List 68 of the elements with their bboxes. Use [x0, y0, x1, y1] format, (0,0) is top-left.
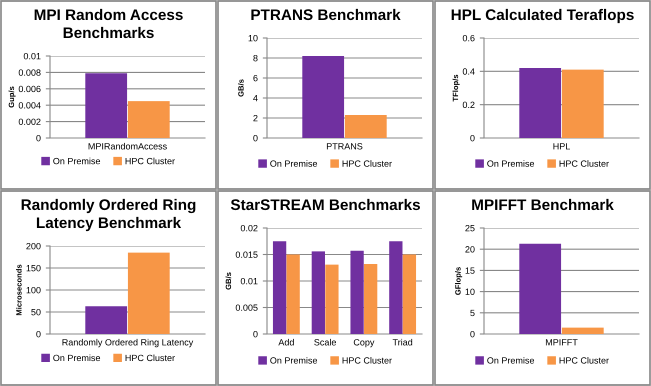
y-tick-label: 0.006 — [18, 86, 41, 92]
x-tick-label: Triad — [392, 338, 412, 346]
y-tick-label: 2 — [253, 114, 258, 122]
y-tick-label: 15 — [466, 267, 475, 274]
legend-label: HPC Cluster — [126, 158, 175, 164]
y-tick-label: 0 — [253, 330, 258, 338]
bar — [312, 251, 325, 334]
category-label: MPIRandomAccess — [88, 142, 167, 150]
y-tick-label: 0.02 — [240, 224, 258, 232]
y-tick-label: 50 — [31, 308, 41, 316]
x-tick-label: Copy — [354, 339, 374, 348]
legend-label: On Premise — [487, 160, 534, 167]
y-tick-label: 25 — [465, 224, 475, 232]
legend-label: On Premise — [270, 160, 318, 167]
legend-label: On Premise — [53, 158, 100, 164]
chart-title: Benchmarks — [64, 26, 154, 38]
chart-title: PTRANS Benchmark — [251, 8, 401, 20]
y-tick-label: 0.008 — [18, 69, 41, 76]
bar — [325, 264, 339, 334]
bar — [389, 241, 402, 334]
bar — [350, 250, 364, 334]
x-tick-label: Randomly Ordered Ring Latency — [62, 338, 194, 348]
chart-title: Randomly Ordered Ring Latency Benchmark — [22, 198, 196, 232]
x-tick-label: MPI Random Access — [34, 8, 183, 20]
y-tick-label: 0.015 — [236, 251, 258, 258]
chart-title: StarSTREAM Benchmarks — [230, 198, 420, 210]
y-tick-label: 0 — [253, 134, 258, 142]
y-tick-label: 4 — [253, 95, 258, 102]
x-tick-label: Scale — [314, 338, 336, 346]
y-tick-label: 10 — [466, 288, 475, 295]
y-tick-label: 0.01 — [24, 52, 41, 60]
legend-label: HPC Cluster — [126, 354, 175, 362]
y-tick-label: 0.005 — [236, 304, 258, 311]
y-tick-label: 0.01 — [240, 278, 258, 284]
y-tick-label: 0.6 — [462, 34, 475, 42]
y-tick-label: 0.4 — [462, 68, 475, 75]
x-tick-label: PTRANS — [326, 143, 362, 150]
y-tick-label: 100 — [26, 286, 41, 294]
y-tick-label: 0 — [470, 330, 475, 338]
bar — [286, 254, 300, 334]
y-tick-label: 0 — [470, 134, 475, 142]
legend-label: On Premise — [270, 357, 318, 364]
y-tick-label: 200 — [26, 242, 41, 250]
y-tick-label: 0 — [36, 134, 41, 142]
y-tick-label: 5 — [470, 310, 475, 316]
x-tick-label: Add — [278, 338, 294, 346]
y-tick-label: 20 — [465, 246, 475, 253]
legend-label: On Premise — [53, 354, 100, 362]
legend-label: HPC Cluster — [560, 357, 609, 364]
legend-label: HPC Cluster — [342, 160, 392, 167]
chart-title: HPL Calculated Teraflops — [452, 8, 634, 24]
y-tick-label: 0.2 — [462, 102, 475, 108]
x-tick-label: MPIFFT — [546, 339, 578, 346]
y-tick-label: 0.002 — [18, 118, 41, 125]
chart-title: MPIFFT Benchmark — [472, 198, 614, 210]
bar — [402, 254, 416, 334]
x-tick-label: HPL — [553, 143, 570, 150]
legend-label: HPC Cluster — [560, 160, 609, 167]
bar — [364, 264, 378, 334]
y-tick-label: 0 — [36, 330, 41, 338]
legend-label: On Premise — [487, 357, 534, 364]
y-tick-label: 10 — [248, 34, 258, 42]
legend-label: HPC Cluster — [342, 357, 392, 364]
y-tick-label: 6 — [253, 74, 258, 82]
y-tick-label: 8 — [253, 54, 258, 62]
bar — [272, 241, 286, 334]
y-tick-label: 150 — [26, 264, 41, 272]
y-tick-label: 0.004 — [18, 102, 41, 109]
